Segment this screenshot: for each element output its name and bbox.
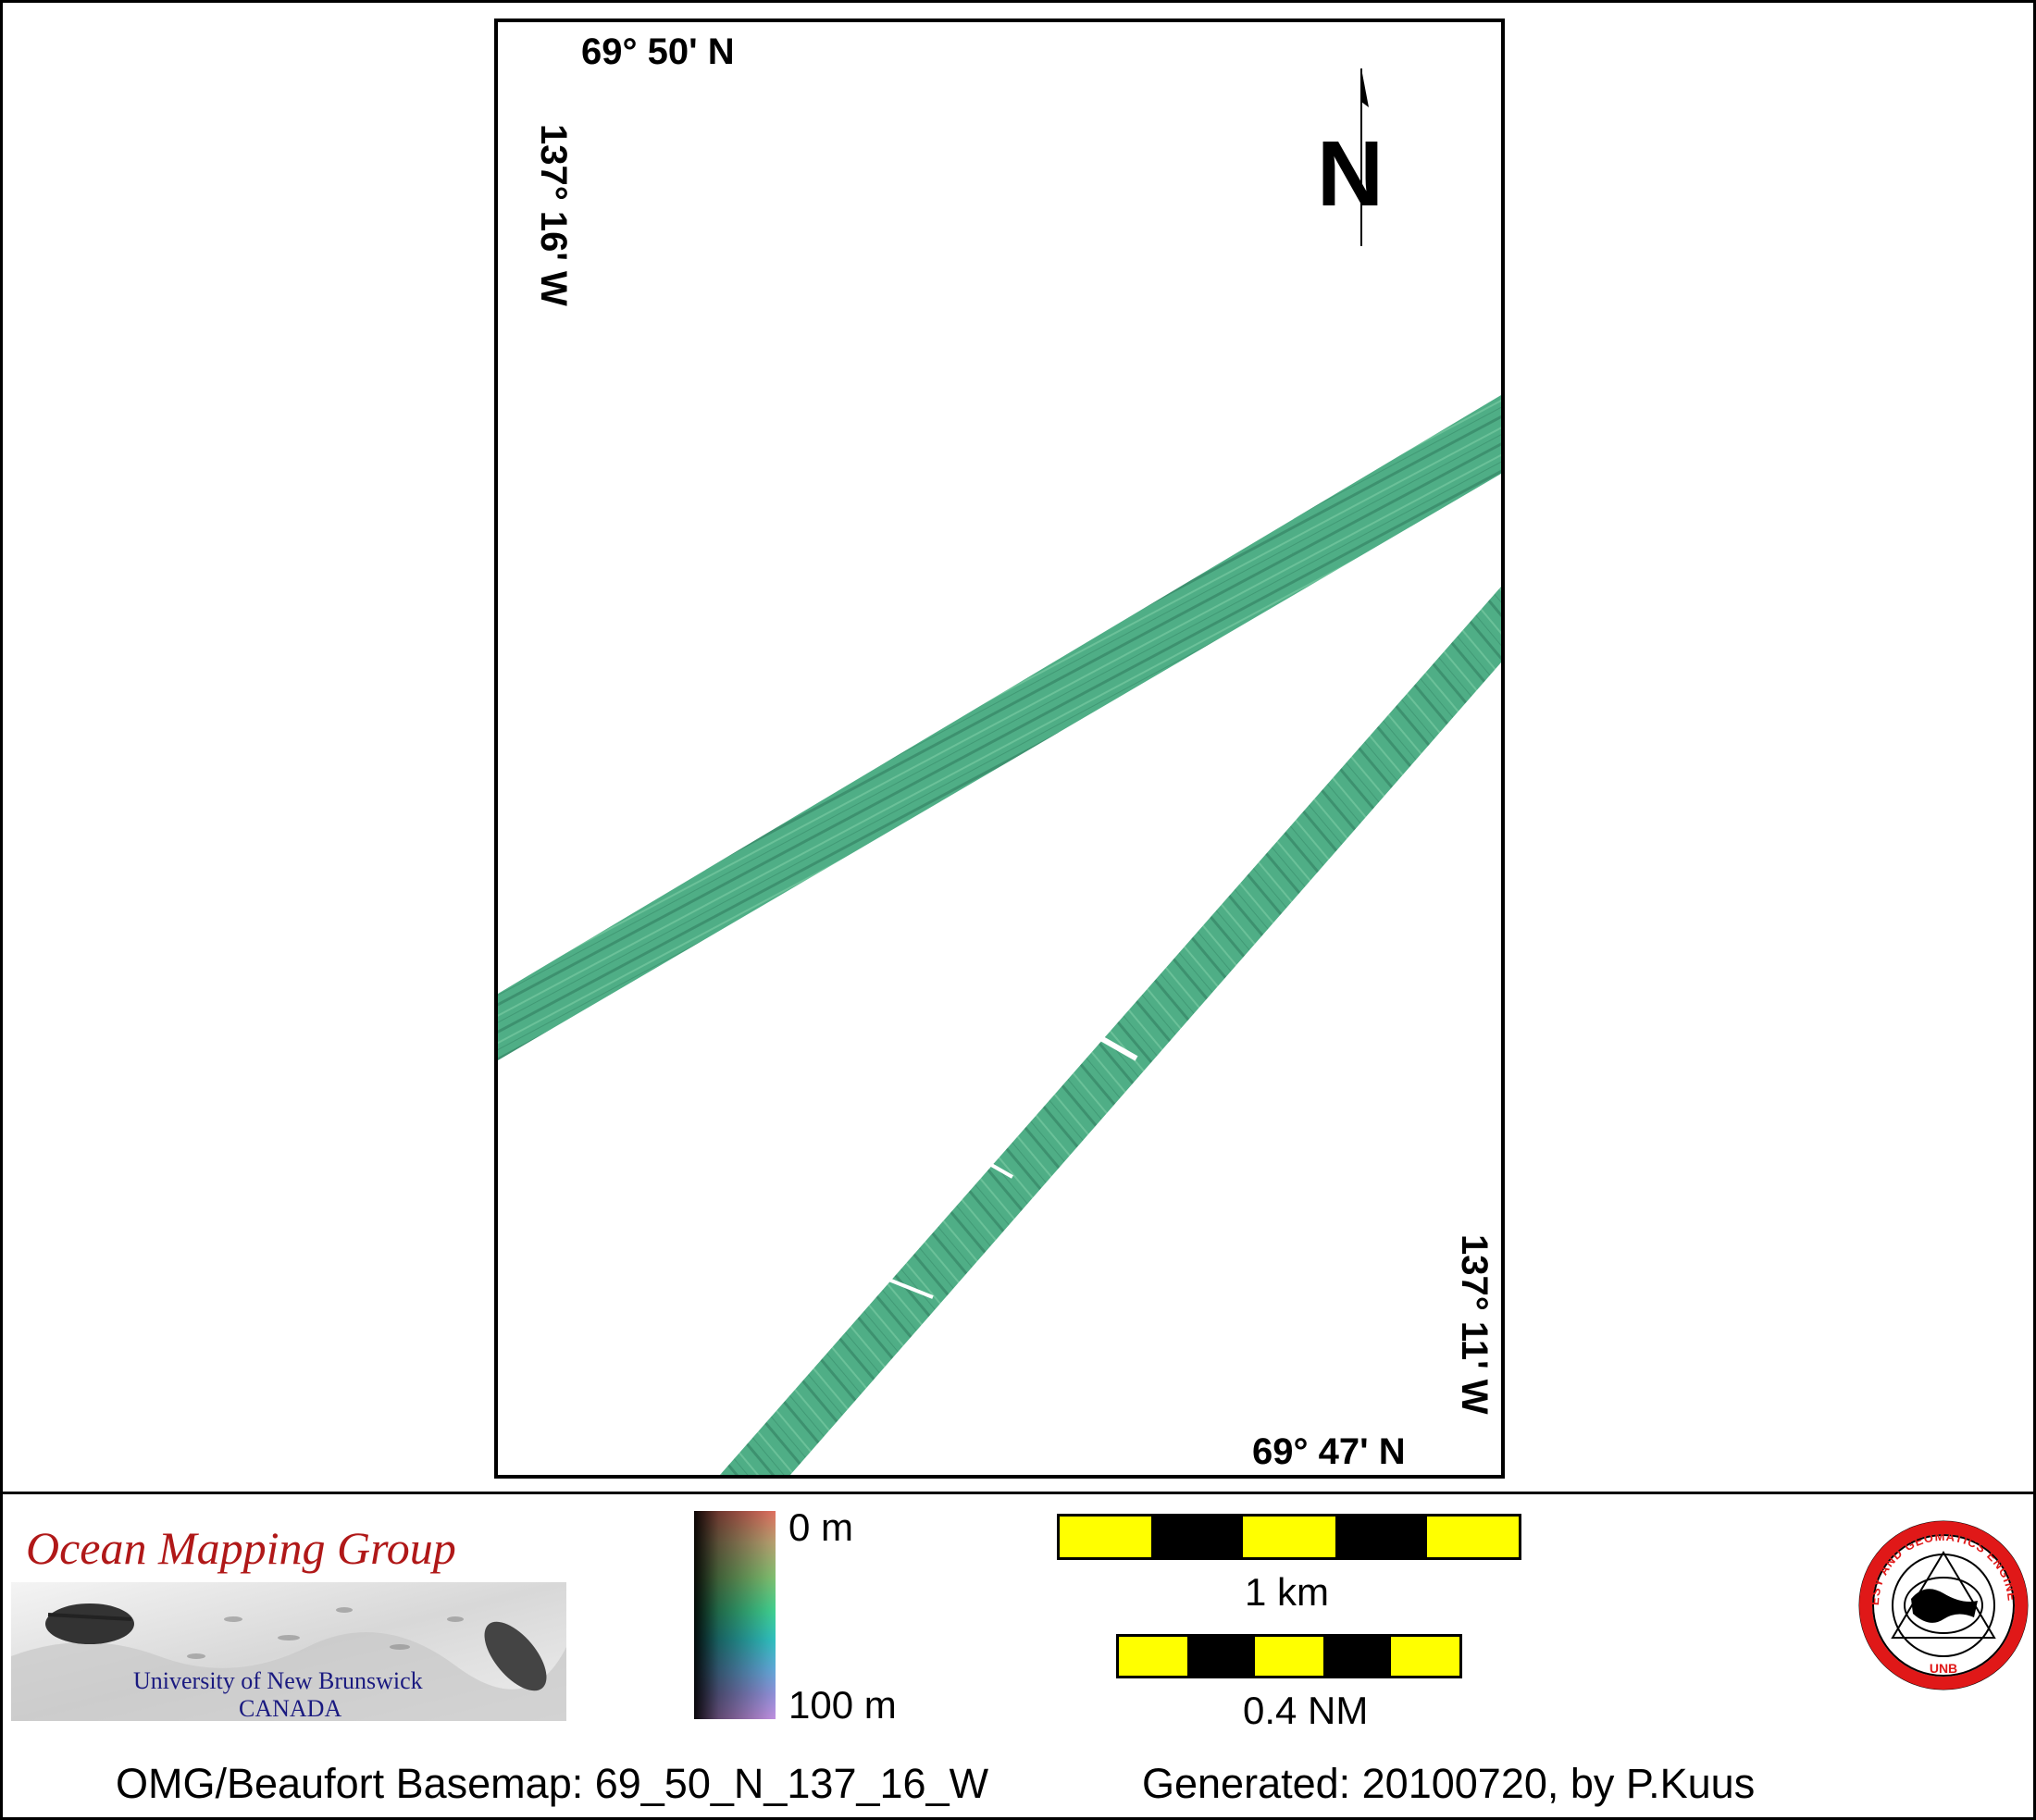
depth-max-label: 100 m — [788, 1683, 897, 1727]
swath-gap-1 — [1096, 1034, 1138, 1061]
legend-divider — [0, 1492, 2036, 1494]
omg-country: CANADA — [239, 1695, 342, 1722]
north-label: N — [1317, 122, 1384, 226]
bottom-latitude-label: 69° 47' N — [1252, 1431, 1406, 1472]
survey-swath-lower — [720, 587, 1501, 1475]
map-canvas[interactable] — [498, 22, 1501, 1475]
unb-bottom-text: UNB — [1930, 1661, 1957, 1676]
scale-nm-label: 0.4 NM — [1243, 1689, 1369, 1732]
scale-segment — [1060, 1517, 1152, 1557]
survey-swath-upper — [498, 395, 1501, 1060]
scale-km-label: 1 km — [1245, 1570, 1330, 1614]
scale-segment — [1151, 1517, 1244, 1557]
generated-label: Generated: 20100720, by P.Kuus — [1142, 1760, 1756, 1807]
depth-colorbar — [694, 1511, 776, 1719]
scale-segment — [1322, 1637, 1392, 1676]
north-arrow-icon: N — [1317, 68, 1384, 246]
seafloor-image-icon — [11, 1582, 566, 1721]
omg-title: Ocean Mapping Group — [26, 1522, 456, 1574]
scale-bar-km — [1057, 1514, 1521, 1560]
right-longitude-label: 137° 11' W — [1454, 1234, 1495, 1415]
basemap-label: OMG/Beaufort Basemap: 69_50_N_137_16_W — [116, 1760, 989, 1807]
scale-segment — [1243, 1517, 1335, 1557]
scale-segment — [1255, 1637, 1323, 1676]
scale-segment — [1335, 1517, 1427, 1557]
left-longitude-label: 137° 16' W — [533, 124, 574, 306]
swath-gap-3 — [886, 1277, 934, 1299]
scale-segment — [1391, 1637, 1459, 1676]
scale-segment — [1186, 1637, 1256, 1676]
top-latitude-label: 69° 50' N — [581, 31, 735, 72]
ocean-mapping-group-logo: Ocean Mapping Group University of New Br… — [11, 1517, 566, 1722]
unb-geodesy-logo: GEODESY AND GEOMATICS ENGINEERING UNB — [1856, 1517, 2029, 1690]
omg-university: University of New Brunswick — [133, 1667, 423, 1694]
depth-min-label: 0 m — [788, 1505, 854, 1549]
swath-gap-2 — [986, 1160, 1013, 1179]
scale-segment — [1119, 1637, 1187, 1676]
map-panel[interactable]: 69° 50' N 69° 47' N 137° 16' W 137° 11' … — [494, 19, 1505, 1479]
scale-bar-nm — [1116, 1634, 1462, 1678]
scale-segment — [1426, 1517, 1519, 1557]
